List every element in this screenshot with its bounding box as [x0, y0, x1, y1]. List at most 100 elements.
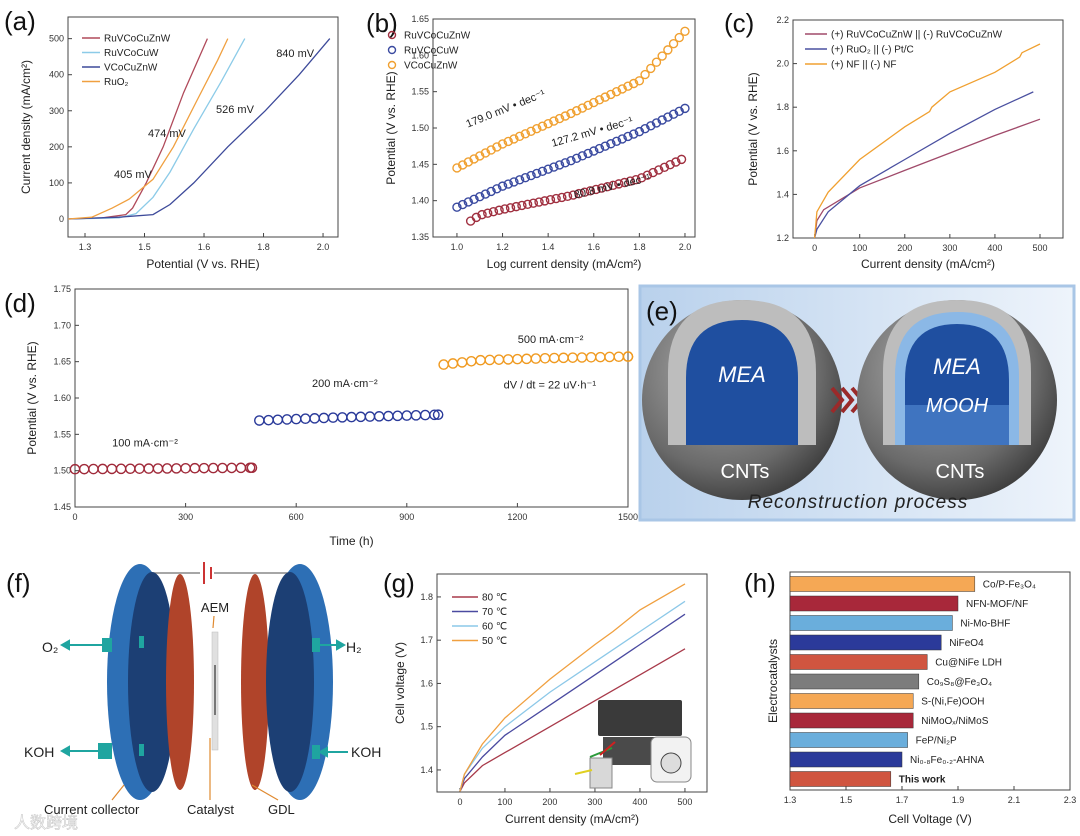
current-collector-right-face	[266, 572, 314, 792]
port-koh-right	[312, 745, 320, 759]
h2-label: H₂	[346, 639, 362, 655]
annotation: 500 mA·cm⁻²	[518, 334, 584, 346]
data-point	[492, 184, 502, 194]
panel-label-f: (f)	[6, 568, 31, 598]
mea-label-left: MEA	[718, 362, 766, 387]
data-point	[608, 180, 618, 190]
data-point	[466, 356, 477, 367]
x-tick-label: 0	[457, 797, 462, 807]
data-point	[589, 146, 599, 156]
panel-label-c: (c)	[724, 8, 754, 38]
data-point	[595, 351, 606, 363]
data-point	[585, 352, 597, 363]
data-point	[475, 354, 486, 366]
data-point	[566, 108, 576, 119]
series-line-3	[459, 583, 686, 792]
y-tick-label: 1.45	[53, 502, 71, 512]
x-tick-label: 300	[942, 243, 957, 253]
x-tick-label: 0	[72, 512, 77, 522]
x-tick-label: 1.0	[451, 242, 464, 252]
series-line-2	[67, 38, 331, 220]
data-point	[671, 157, 681, 167]
data-point	[571, 153, 582, 163]
data-point	[557, 192, 567, 203]
x-tick-label: 1.5	[138, 242, 151, 252]
x-tick-label: 1.9	[952, 795, 965, 805]
data-point	[657, 115, 667, 125]
data-point	[628, 129, 639, 139]
panel-label-h: (h)	[744, 568, 776, 598]
current-collector-label: Current collector	[44, 802, 140, 817]
reconstruction-caption: Reconstruction process	[748, 492, 969, 513]
data-point	[171, 463, 182, 474]
plot-frame	[67, 16, 339, 238]
annotation: 80.8 mV • dec⁻¹	[573, 172, 652, 201]
data-point	[548, 352, 560, 364]
panel-label-e: (e)	[646, 296, 678, 326]
clip-wire-red	[599, 741, 616, 756]
koh-out-arrow-icon	[59, 745, 70, 757]
data-point	[577, 103, 588, 113]
x-tick-label: 1.3	[784, 795, 797, 805]
y-tick-label: 200	[49, 142, 64, 152]
port-inner	[139, 744, 144, 756]
gdl-right	[241, 574, 269, 790]
y-tick-label: 1.50	[53, 466, 71, 476]
legend-label: 60 ℃	[482, 622, 507, 633]
data-point	[318, 412, 330, 424]
annotation: 840 mV	[276, 48, 315, 60]
data-point	[600, 92, 610, 102]
bar-label: FeP/Ni₂P	[916, 736, 957, 747]
panel-f-electrolyzer-diagram: O₂ KOH H₂ KOH AEM Current collector Cata…	[14, 562, 381, 832]
y-tick-label: 1.8	[776, 102, 789, 112]
data-point	[300, 413, 311, 425]
data-point	[452, 202, 462, 212]
data-point	[585, 186, 596, 196]
y-tick-label: 1.70	[53, 320, 71, 330]
bar	[789, 712, 914, 729]
y-tick-label: 1.75	[53, 284, 71, 294]
y-tick-label: 1.60	[411, 50, 429, 60]
data-point	[623, 81, 633, 91]
data-point	[668, 39, 679, 49]
data-point	[545, 195, 556, 205]
y-tick-label: 1.6	[776, 146, 789, 156]
y-axis-label: Electrocatalysts	[766, 639, 780, 723]
data-point	[483, 208, 493, 218]
annotation: 100 mA·cm⁻²	[112, 438, 178, 450]
data-point	[631, 175, 641, 185]
data-point	[602, 181, 613, 192]
legend-label: (+) RuVCoCuZnW || (-) RuVCoCuZnW	[831, 30, 1003, 41]
x-tick-label: 1200	[507, 512, 527, 522]
data-point	[125, 463, 136, 475]
data-point	[528, 198, 539, 208]
data-point	[680, 103, 690, 114]
data-point	[484, 354, 496, 366]
data-point	[554, 160, 565, 170]
data-point	[281, 414, 293, 425]
y-tick-label: 1.4	[420, 765, 433, 775]
y-tick-label: 1.40	[411, 196, 429, 206]
data-point	[646, 63, 656, 74]
y-tick-label: 400	[49, 70, 64, 80]
data-point	[106, 463, 118, 475]
data-point	[346, 411, 357, 423]
chart-g: 0 100 200 300 400 500 1.4 1.5 1.6 1.7 1.8 Current d…	[393, 573, 708, 826]
y-tick-label: 1.55	[53, 429, 71, 439]
y-tick-label: 1.7	[420, 635, 433, 645]
x-tick-label: 1.6	[587, 242, 600, 252]
x-tick-label: 900	[399, 512, 414, 522]
data-point	[537, 121, 548, 131]
data-point	[161, 463, 173, 474]
x-tick-label: 100	[497, 797, 512, 807]
bar	[789, 673, 920, 690]
data-point	[530, 353, 542, 364]
cnts-label-left: CNTs	[721, 461, 770, 483]
x-tick-label: 300	[587, 797, 602, 807]
data-point	[217, 462, 228, 474]
data-point	[438, 359, 449, 370]
data-point	[497, 181, 508, 191]
data-point	[469, 194, 479, 205]
data-point	[611, 86, 622, 97]
catalyst-layer	[214, 665, 216, 715]
